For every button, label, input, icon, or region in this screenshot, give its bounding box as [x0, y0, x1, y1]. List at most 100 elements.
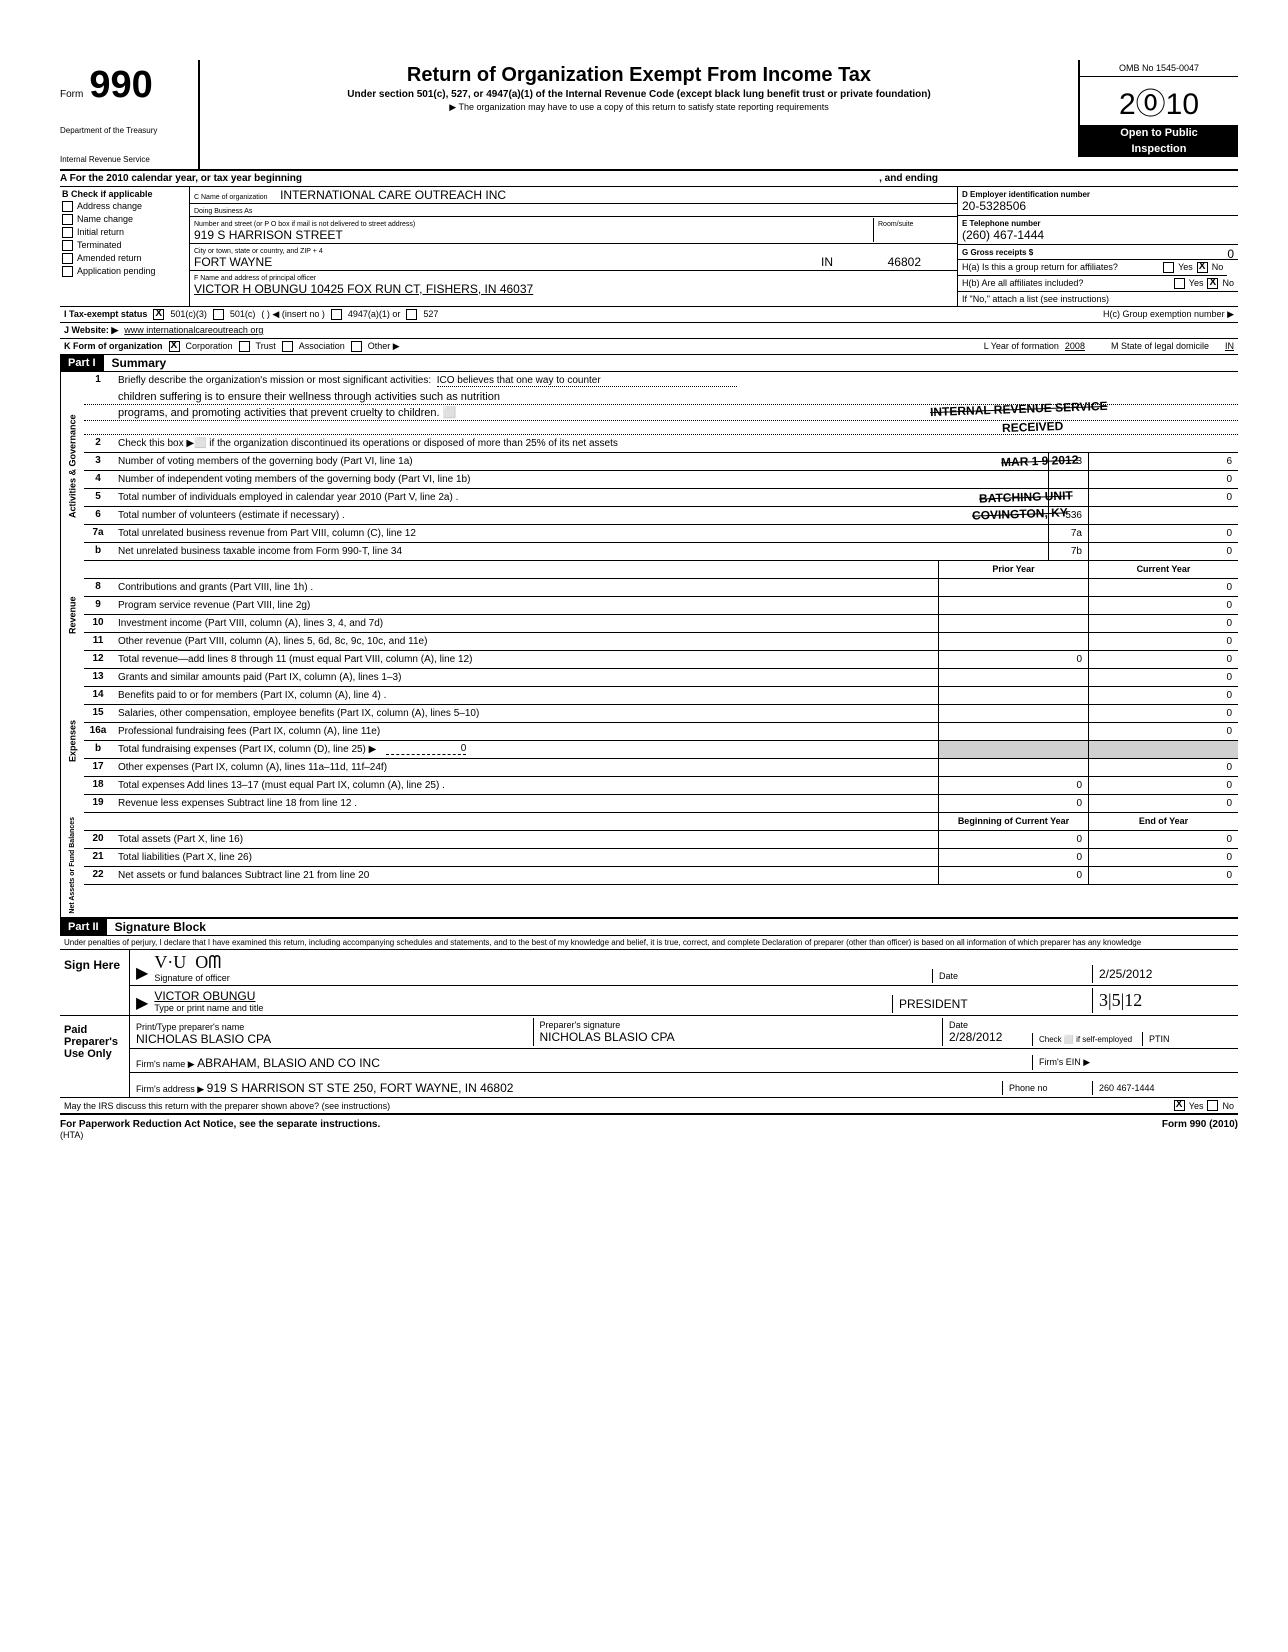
stamp-date: MAR 1 9 2012	[1000, 452, 1078, 469]
org-name: INTERNATIONAL CARE OUTREACH INC	[280, 188, 506, 202]
paid-label: Paid Preparer's Use Only	[60, 1016, 130, 1097]
phone-lbl: E Telephone number	[962, 219, 1041, 228]
hb-note: If "No," attach a list (see instructions…	[962, 294, 1109, 304]
ha-no[interactable]	[1197, 262, 1208, 273]
cb-501c3[interactable]	[153, 309, 164, 320]
cb-amended[interactable]	[62, 253, 73, 264]
table-row: 11Other revenue (Part VIII, column (A), …	[84, 633, 1238, 651]
part2-title: Signature Block	[107, 920, 206, 934]
table-row: 7aTotal unrelated business revenue from …	[84, 525, 1238, 543]
cb-initial-return[interactable]	[62, 227, 73, 238]
cb-corporation[interactable]	[169, 341, 180, 352]
state-val: IN	[821, 255, 833, 269]
tax-year: 2⓪10	[1080, 77, 1238, 125]
form-number: 990	[89, 64, 152, 107]
phone-val2: 260 467-1444	[1092, 1081, 1232, 1095]
cb-4947[interactable]	[331, 309, 342, 320]
sign-here-section: Sign Here ▶ V·U OᗰSignature of officer D…	[60, 950, 1238, 1016]
stamp-received: RECEIVED	[1001, 419, 1063, 435]
hb-yes[interactable]	[1174, 278, 1185, 289]
cb-terminated[interactable]	[62, 240, 73, 251]
ein-lbl: D Employer identification number	[962, 190, 1090, 199]
cb-association[interactable]	[282, 341, 293, 352]
hc-lbl: H(c) Group exemption number ▶	[1103, 309, 1234, 320]
side-rev: Revenue	[60, 561, 84, 669]
line2: Check this box ▶⬜ if the organization di…	[112, 435, 1238, 452]
col-b: B Check if applicable Address change Nam…	[60, 187, 190, 306]
perjury-text: Under penalties of perjury, I declare th…	[60, 936, 1238, 950]
open-public: Open to Public	[1080, 125, 1238, 141]
cb-application-pending[interactable]	[62, 266, 73, 277]
side-na: Net Assets or Fund Balances	[60, 813, 84, 918]
prep-date: 2/28/2012	[949, 1030, 1002, 1044]
prep-check: Check ⬜ if self-employed	[1032, 1033, 1142, 1046]
part1-header-row: Part I Summary	[60, 355, 1238, 372]
ha-lbl: H(a) Is this a group return for affiliat…	[962, 262, 1118, 272]
sig-title: PRESIDENT	[899, 997, 968, 1011]
discuss-yes[interactable]	[1174, 1100, 1185, 1111]
sig-officer-lbl: Signature of officer	[154, 973, 229, 983]
m-val: IN	[1225, 341, 1234, 351]
cb-527[interactable]	[406, 309, 417, 320]
row-i: I Tax-exempt status 501(c)(3) 501(c) ( )…	[60, 307, 1238, 323]
boy-hdr: Beginning of Current Year	[938, 813, 1088, 830]
prior-hdr: Prior Year	[938, 561, 1088, 578]
cb-name-change[interactable]	[62, 214, 73, 225]
mission-lbl: Briefly describe the organization's miss…	[118, 375, 431, 386]
mission-1: ICO believes that one way to counter	[437, 375, 737, 387]
row-j-lbl: J Website: ▶	[64, 325, 118, 336]
table-row: 10Investment income (Part VIII, column (…	[84, 615, 1238, 633]
firm-lbl: Firm's name ▶	[136, 1059, 195, 1069]
sig-date-val: 2/25/2012	[1099, 967, 1152, 981]
col-d: D Employer identification number20-53285…	[958, 187, 1238, 306]
street-val: 919 S HARRISON STREET	[194, 228, 343, 242]
cb-501c[interactable]	[213, 309, 224, 320]
cb-lbl: Address change	[77, 201, 142, 211]
cb-address-change[interactable]	[62, 201, 73, 212]
officer-lbl: F Name and address of principal officer	[194, 275, 316, 282]
l-lbl: L Year of formation	[984, 341, 1059, 351]
cb-lbl: Initial return	[77, 227, 124, 237]
row-i-lbl: I Tax-exempt status	[64, 309, 147, 319]
ha-yes[interactable]	[1163, 262, 1174, 273]
prep-sig: NICHOLAS BLASIO CPA	[540, 1030, 675, 1044]
header-grid: B Check if applicable Address change Nam…	[60, 187, 1238, 307]
row-k: K Form of organization Corporation Trust…	[60, 339, 1238, 355]
form-header: Form 990 Department of the Treasury Inte…	[60, 60, 1238, 171]
cb-lbl: Terminated	[77, 240, 122, 250]
ptin-lbl: PTIN	[1142, 1032, 1232, 1046]
inspection: Inspection	[1080, 141, 1238, 157]
form-title: Return of Organization Exempt From Incom…	[210, 64, 1068, 87]
ein-val: 20-5328506	[962, 199, 1026, 213]
type-lbl: Type or print name and title	[154, 1003, 263, 1013]
row-a-left: A For the 2010 calendar year, or tax yea…	[60, 173, 879, 184]
row-a: A For the 2010 calendar year, or tax yea…	[60, 171, 1238, 187]
table-row: 21Total liabilities (Part X, line 26)00	[84, 849, 1238, 867]
cb-lbl: Application pending	[77, 266, 156, 276]
stamp-city: COVINGTON, KY	[972, 505, 1068, 522]
table-row: 17Other expenses (Part IX, column (A), l…	[84, 759, 1238, 777]
cb-trust[interactable]	[239, 341, 250, 352]
hand-date: 3|5|12	[1092, 988, 1232, 1013]
footer-left: For Paperwork Reduction Act Notice, see …	[60, 1119, 380, 1130]
city-val: FORT WAYNE	[194, 255, 272, 269]
part1-hdr: Part I	[60, 355, 104, 371]
discuss-no[interactable]	[1207, 1100, 1218, 1111]
sign-here-label: Sign Here	[60, 950, 130, 1015]
col-b-header: B Check if applicable	[62, 189, 187, 199]
m-lbl: M State of legal domicile	[1111, 341, 1209, 351]
table-row: 8Contributions and grants (Part VIII, li…	[84, 579, 1238, 597]
table-row: bNet unrelated business taxable income f…	[84, 543, 1238, 561]
form-title-block: Return of Organization Exempt From Incom…	[200, 60, 1078, 117]
table-row: 4Number of independent voting members of…	[84, 471, 1238, 489]
table-row: 16aProfessional fundraising fees (Part I…	[84, 723, 1238, 741]
side-exp: Expenses	[60, 669, 84, 813]
cb-other[interactable]	[351, 341, 362, 352]
hb-no[interactable]	[1207, 278, 1218, 289]
gross-val: 0	[1227, 247, 1234, 261]
footer: For Paperwork Reduction Act Notice, see …	[60, 1115, 1238, 1130]
row-k-lbl: K Form of organization	[64, 341, 163, 351]
footer-right: Form 990 (2010)	[1162, 1119, 1238, 1130]
form-label: Form	[60, 89, 83, 100]
street-lbl: Number and street (or P O box if mail is…	[194, 221, 415, 228]
